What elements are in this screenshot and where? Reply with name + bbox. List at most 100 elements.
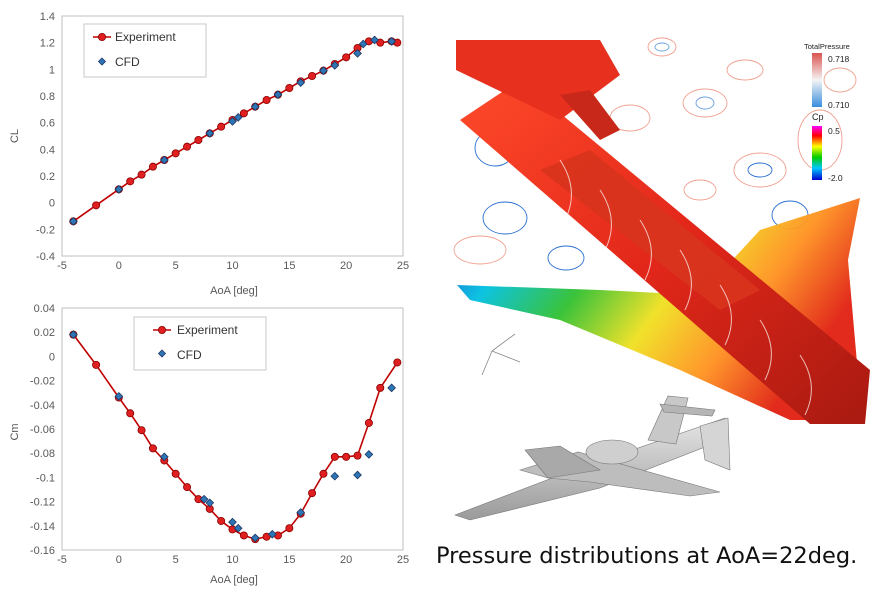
cm-x-tick-label: 0: [116, 554, 122, 566]
total-pressure-max: 0.718: [828, 54, 850, 64]
cl-y-tick-label: -0.4: [36, 251, 55, 263]
cm-cfd-point: [267, 529, 277, 539]
cl-data-marks: [69, 35, 402, 226]
total-pressure-colorbar: TotalPressure 0.718 0.710: [804, 42, 850, 110]
cm-cfd-point: [228, 517, 237, 527]
cl-experiment-point: [183, 142, 192, 151]
cm-cfd-point: [114, 391, 124, 401]
vortex-lines: [559, 159, 812, 416]
cp-max: 0.5: [828, 126, 840, 136]
cl-experiment-point: [342, 53, 351, 62]
cl-legend-experiment: Experiment: [93, 30, 176, 44]
cm-experiment-point: [171, 469, 180, 478]
aircraft-wing-left: [524, 445, 601, 479]
cm-legend: Experiment CFD: [133, 316, 267, 371]
cm-cfd-point: [364, 450, 374, 459]
cl-experiment-point: [308, 72, 317, 81]
cl-legend-cfd: CFD: [97, 55, 140, 69]
cl-cfd-point: [273, 90, 283, 100]
aircraft-nose-cone: [699, 417, 731, 471]
cm-legend-cfd-label: CFD: [177, 348, 202, 362]
cm-x-tick-label: 25: [397, 554, 409, 566]
cl-x-tick-label: -5: [57, 260, 67, 272]
cl-x-tick-label: 10: [226, 260, 238, 272]
cp-colorbar: Cp 0.5 -2.0: [812, 112, 843, 183]
cl-experiment-point: [126, 177, 135, 186]
cl-cfd-point: [205, 128, 215, 138]
cm-y-tick-label: -0.02: [30, 376, 55, 388]
cm-cfd-point: [205, 498, 215, 508]
cl-experiment-point: [285, 84, 294, 93]
cl-cfd-point: [250, 102, 260, 112]
cm-legend-cfd: CFD: [157, 348, 202, 362]
cl-cfd-point: [370, 35, 379, 45]
cm-y-tick-label: -0.08: [30, 448, 55, 460]
cl-cfd-point: [159, 155, 169, 165]
cl-experiment-point: [194, 135, 203, 144]
total-pressure-min: 0.710: [828, 100, 850, 110]
cl-experiment-point: [92, 201, 101, 210]
cm-cfd-point: [387, 383, 396, 393]
cm-experiment-point: [228, 525, 237, 534]
cl-experiment-line: [72, 40, 398, 222]
cm-legend-experiment-label: Experiment: [177, 323, 238, 337]
cm-experiment-point: [217, 516, 226, 525]
cm-cfd-point: [296, 508, 306, 517]
cm-x-axis-label: AoA [deg]: [210, 574, 258, 586]
cm-experiment-point: [262, 532, 271, 541]
cm-experiment-point: [308, 489, 317, 498]
cm-x-tick-label: -5: [57, 554, 67, 566]
cl-cfd-point: [319, 66, 328, 76]
cl-x-tick-label: 25: [397, 260, 409, 272]
cm-experiment-point: [126, 409, 135, 418]
cm-experiment-point: [330, 452, 339, 461]
cl-cfd-point: [233, 112, 243, 122]
cl-x-tick-label: 15: [283, 260, 295, 272]
cl-cfd-point: [387, 36, 396, 46]
cm-experiment-point: [353, 451, 362, 460]
cl-experiment-point: [148, 162, 157, 171]
cl-chart: -5 0 5 10 15 20 25 -0.4 -0.2 0 0.2 0.4 0.6 0.8 1 1.2 1.4…: [9, 11, 409, 297]
cl-x-tick-label: 0: [116, 260, 122, 272]
cm-experiment-point: [364, 418, 373, 427]
cm-experiment-point: [148, 444, 157, 453]
cl-y-tick-label: 0.8: [40, 91, 55, 103]
figure-caption: Pressure distributions at AoA=22deg.: [436, 543, 857, 569]
cm-y-tick-label: -0.14: [30, 521, 55, 533]
cm-x-tick-label: 20: [340, 554, 352, 566]
cm-legend-experiment: Experiment: [153, 323, 238, 337]
cm-y-tick-label: -0.04: [30, 400, 55, 412]
cl-x-axis-label: AoA [deg]: [210, 285, 258, 297]
cl-cfd-point: [114, 184, 124, 194]
cl-tick-labels: -5 0 5 10 15 20 25 -0.4 -0.2 0 0.2 0.4 0.6 0.8 1 1.2 1.4: [36, 11, 409, 272]
cm-cfd-point: [159, 452, 169, 462]
cl-legend-cfd-label: CFD: [115, 55, 140, 69]
cl-experiment-point: [217, 122, 226, 131]
cl-experiment-point: [262, 96, 271, 105]
cm-x-tick-label: 10: [226, 554, 238, 566]
cm-x-tick-label: 5: [173, 554, 179, 566]
cm-experiment-point: [319, 469, 328, 478]
cm-experiment-point: [137, 426, 146, 435]
cl-y-tick-label: 0.6: [40, 118, 55, 130]
cl-experiment-point: [171, 149, 180, 158]
cl-y-tick-label: 0.2: [40, 171, 55, 183]
cl-y-tick-label: 1.2: [40, 38, 55, 50]
cm-y-tick-label: -0.06: [30, 424, 55, 436]
cl-x-tick-label: 5: [173, 260, 179, 272]
cl-cfd-point: [69, 216, 78, 226]
cm-data-marks: [69, 330, 402, 544]
cl-y-tick-label: 0: [49, 198, 55, 210]
cm-y-tick-label: 0: [49, 351, 55, 363]
cl-cfd-point: [330, 60, 340, 70]
cfd-pressure-visualization: TotalPressure 0.718 0.710 Cp 0.5 -2.0: [453, 36, 870, 424]
cl-y-axis-label: CL: [9, 129, 21, 143]
aircraft-stabilizer: [659, 403, 716, 417]
cm-y-tick-label: -0.1: [36, 472, 55, 484]
aircraft-engine: [585, 439, 639, 465]
cl-legend-experiment-label: Experiment: [115, 30, 176, 44]
cm-experiment-point: [285, 524, 294, 533]
cl-experiment-point: [239, 109, 248, 118]
cm-y-tick-label: -0.16: [30, 545, 55, 557]
